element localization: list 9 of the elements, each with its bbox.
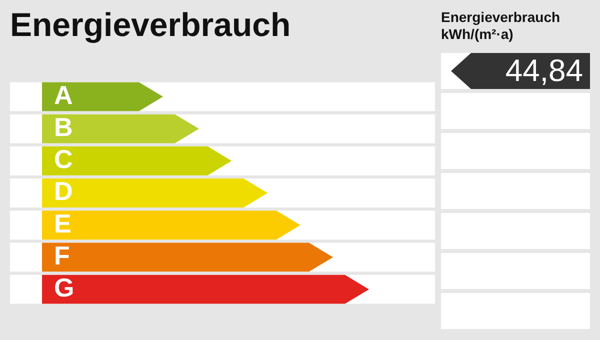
y-tick-label: F (54, 240, 70, 270)
y-tick-label: B (54, 112, 73, 142)
chart-title: Energieverbrauch (10, 6, 291, 44)
y-tick-label: G (54, 272, 74, 303)
y-tick-label: D (54, 176, 73, 206)
y-tick-label: C (54, 144, 73, 174)
y-tick-label: E (54, 208, 72, 238)
y-tick-label: A (54, 80, 73, 110)
text: Energieverbrauch kWh/(m²·a) (441, 9, 562, 43)
